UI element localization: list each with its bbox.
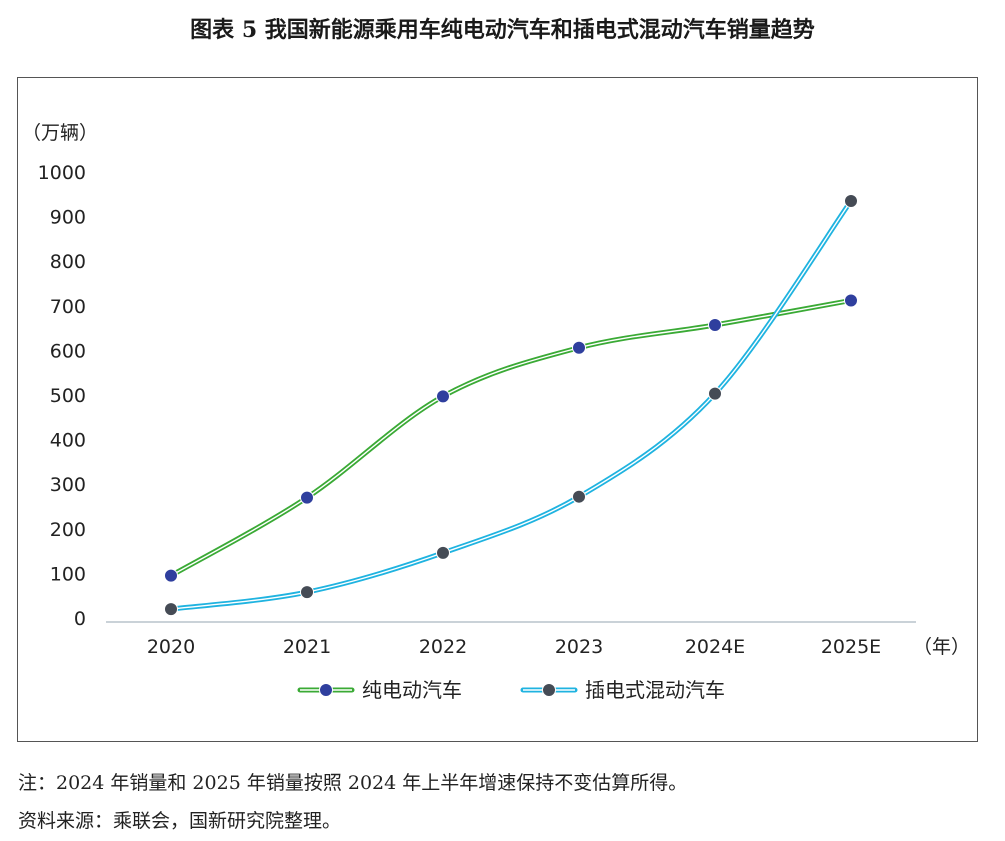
series-1-point-2023: [572, 340, 586, 355]
legend-label-2: 插电式混动汽车: [585, 678, 725, 702]
series-2-line: [168, 198, 854, 612]
series-1-point-2022: [436, 389, 450, 404]
source-note: 资料来源：乘联会，国新研究院整理。: [18, 810, 342, 832]
series-2-point-2022: [436, 545, 450, 560]
series-1: [164, 293, 858, 583]
y-axis-label: （万辆）: [22, 122, 98, 144]
legend: 纯电动汽车 插电式混动汽车: [297, 678, 725, 702]
series-group: [164, 193, 858, 617]
x-axis-label: （年）: [913, 636, 970, 658]
series-1-point-2025e: [844, 293, 858, 308]
series-1-line-core: [170, 299, 852, 577]
series-1-point-2024e: [708, 317, 722, 332]
legend-item-2: 插电式混动汽车: [520, 678, 725, 702]
x-tick-label-2023: 2023: [555, 636, 603, 658]
y-axis-ticks: 0 100 200 300 400 500 600 700 800 900 1000: [38, 162, 86, 630]
footnote: 注：2024 年销量和 2025 年销量按照 2024 年上半年增速保持不变估算…: [18, 772, 688, 794]
y-tick-label-100: 100: [50, 563, 86, 585]
y-tick-label-600: 600: [50, 340, 86, 362]
y-tick-label-500: 500: [50, 385, 86, 407]
x-tick-label-2022: 2022: [419, 636, 467, 658]
series-2-point-2025e: [844, 193, 858, 208]
legend-swatch-marker-1: [319, 683, 333, 697]
series-2-point-2021: [300, 585, 314, 600]
legend-swatch-marker-2: [542, 683, 556, 697]
figure-title: 图表 5 我国新能源乘用车纯电动汽车和插电式混动汽车销量趋势: [190, 17, 815, 43]
series-2-point-2023: [572, 489, 586, 504]
y-tick-label-700: 700: [50, 296, 86, 318]
series-1-point-2021: [300, 490, 314, 505]
series-2-point-2020: [164, 602, 178, 617]
legend-item-1: 纯电动汽车: [297, 678, 462, 702]
y-tick-label-1000: 1000: [38, 162, 86, 184]
y-tick-label-400: 400: [50, 430, 86, 452]
series-2-point-2024e: [708, 386, 722, 401]
y-tick-label-800: 800: [50, 251, 86, 273]
y-tick-label-900: 900: [50, 207, 86, 229]
x-tick-label-2021: 2021: [283, 636, 331, 658]
x-tick-label-2025e: 2025E: [821, 636, 881, 658]
x-tick-label-2024e: 2024E: [685, 636, 745, 658]
series-2-line-core: [170, 200, 852, 610]
series-1-line: [168, 297, 854, 579]
series-2: [164, 193, 858, 617]
y-tick-label-0: 0: [74, 608, 86, 630]
chart-frame: [17, 77, 978, 742]
series-1-point-2020: [164, 568, 178, 583]
x-axis-ticks: 2020 2021 2022 2023 2024E 2025E: [147, 636, 881, 658]
x-tick-label-2020: 2020: [147, 636, 195, 658]
y-tick-label-300: 300: [50, 474, 86, 496]
legend-label-1: 纯电动汽车: [362, 678, 462, 702]
y-tick-label-200: 200: [50, 519, 86, 541]
